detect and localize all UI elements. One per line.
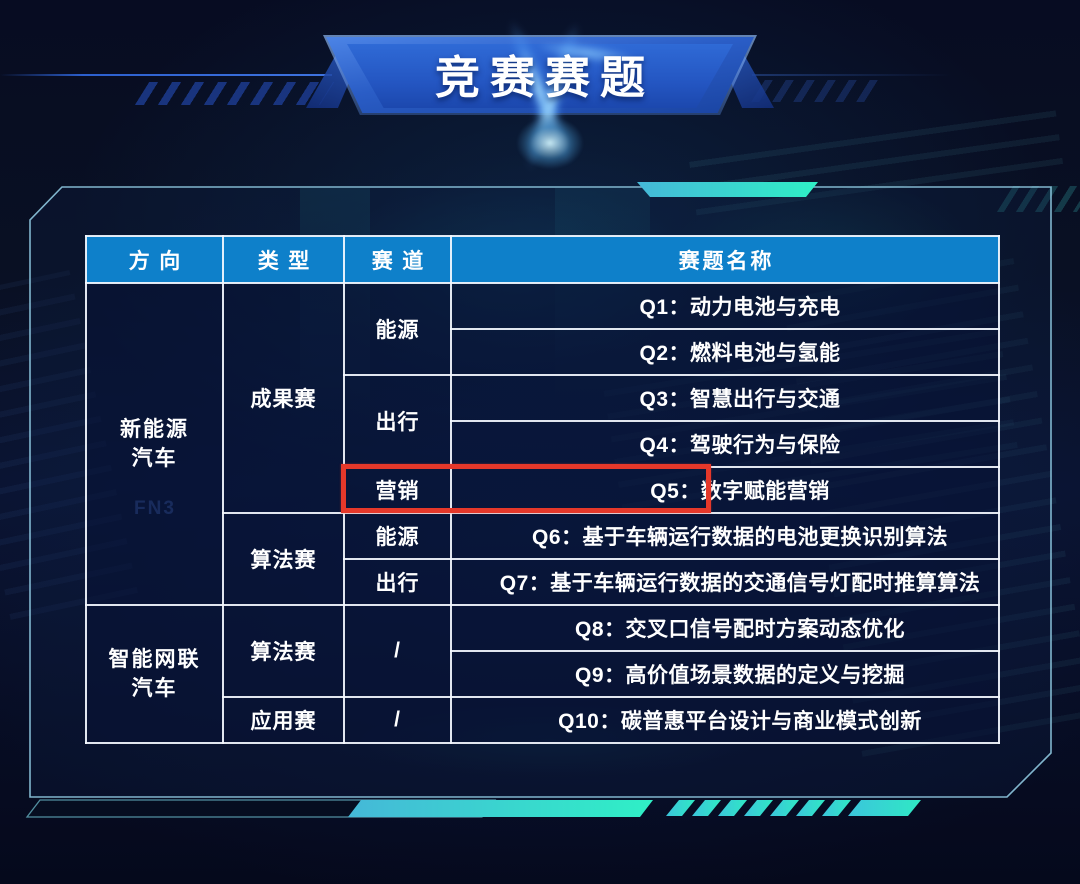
cell-track-slash-2: / (343, 696, 452, 744)
lens-flare-icon (505, 108, 595, 178)
cell-direction-new-energy: 新能源 汽车 (85, 282, 224, 606)
cell-topic-q10: Q10：碳普惠平台设计与商业模式创新 (450, 696, 1000, 744)
cell-track-energy: 能源 (343, 282, 452, 376)
table-row: 出行 Q3：智慧出行与交通 (86, 374, 1000, 468)
title-banner: 竞赛赛题 (0, 0, 1080, 190)
top-left-line-decor (0, 74, 332, 76)
cell-topic-q7: Q7：基于车辆运行数据的交通信号灯配时推算算法 (450, 558, 1000, 606)
header-track: 赛道 (343, 235, 452, 284)
cell-track-travel-2: 出行 (343, 558, 452, 606)
table-row: 算法赛 能源 Q6：基于车辆运行数据的电池更换识别算法 (86, 512, 1000, 606)
table-row: 新能源 汽车 成果赛 能源 Q1：动力电池与充电 (85, 282, 1000, 606)
cell-topic-q1: Q1：动力电池与充电 (450, 282, 1000, 330)
table-row: Q2：燃料电池与氢能 (86, 328, 1000, 376)
header-topic-name: 赛题名称 (450, 235, 1000, 284)
cell-topic-q8: Q8：交叉口信号配时方案动态优化 (450, 604, 1000, 652)
table-row: 营销 Q5：数字赋能营销 (86, 466, 1000, 514)
topics-table: 方向 类型 赛道 赛题名称 新能源 汽车 成果赛 能源 Q1：动力电池与充电 Q… (85, 235, 1000, 744)
cell-topic-q5: Q5：数字赋能营销 (450, 466, 1000, 514)
header-type: 类型 (222, 235, 345, 284)
cell-type-algorithm-1: 算法赛 (222, 512, 345, 606)
table-row: Q9：高价值场景数据的定义与挖掘 (86, 650, 1000, 698)
cell-topic-q3: Q3：智慧出行与交通 (450, 374, 1000, 422)
cell-track-energy-2: 能源 (343, 512, 452, 560)
bottom-teal-bar (348, 800, 653, 817)
cell-track-travel: 出行 (343, 374, 452, 468)
q5-highlight-box (341, 464, 711, 513)
cell-type-achievement: 成果赛 (222, 282, 345, 514)
cell-track-slash-1: / (343, 604, 452, 698)
cell-topic-q4: Q4：驾驶行为与保险 (450, 420, 1000, 468)
table-header-row: 方向 类型 赛道 赛题名称 (85, 235, 1000, 284)
bottom-hash-marks (666, 800, 921, 816)
table-row: 智能网联 汽车 算法赛 / Q8：交叉口信号配时方案动态优化 (85, 604, 1000, 744)
page-title: 竞赛赛题 (434, 52, 655, 103)
top-accent-bar (637, 182, 818, 197)
table-row: 应用赛 / Q10：碳普惠平台设计与商业模式创新 (86, 696, 1000, 744)
cell-topic-q2: Q2：燃料电池与氢能 (450, 328, 1000, 376)
header-direction: 方向 (85, 235, 224, 284)
cell-type-algorithm-2: 算法赛 (222, 604, 345, 698)
table-row: Q4：驾驶行为与保险 (86, 420, 1000, 468)
cell-topic-q9: Q9：高价值场景数据的定义与挖掘 (450, 650, 1000, 698)
cell-topic-q6: Q6：基于车辆运行数据的电池更换识别算法 (450, 512, 1000, 560)
table-row: 出行 Q7：基于车辆运行数据的交通信号灯配时推算算法 (86, 558, 1000, 606)
top-right-line-decor (752, 74, 952, 76)
cell-direction-icv: 智能网联 汽车 (85, 604, 224, 744)
cell-type-application: 应用赛 (222, 696, 345, 744)
